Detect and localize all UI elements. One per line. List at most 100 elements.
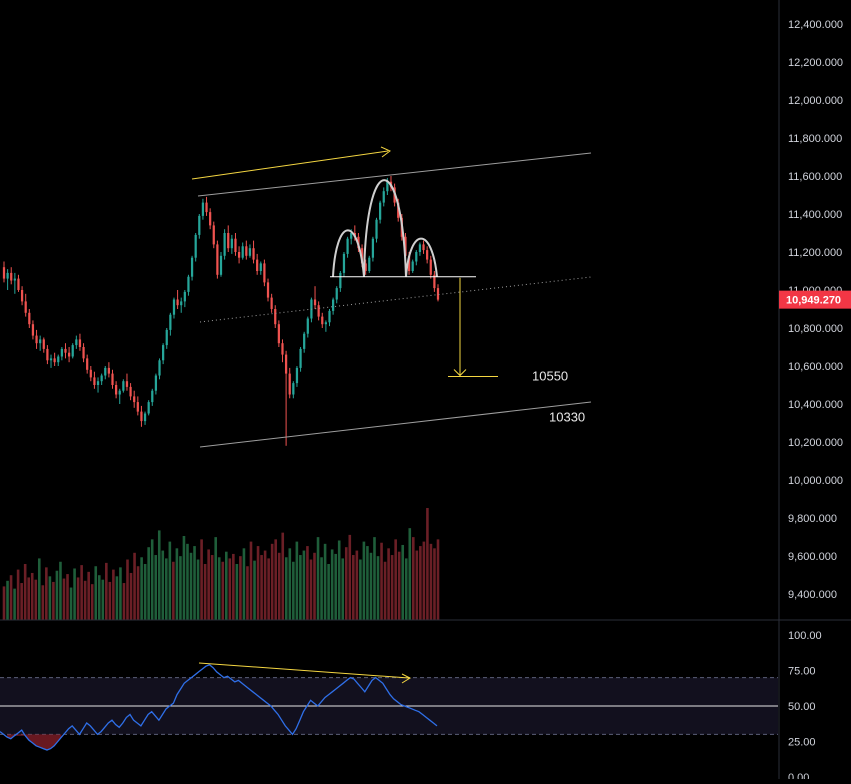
candle-body[interactable]: [10, 272, 13, 281]
candle-body[interactable]: [129, 386, 132, 397]
candle-body[interactable]: [274, 309, 277, 325]
candle-body[interactable]: [266, 282, 270, 298]
candle-body[interactable]: [60, 348, 63, 357]
candle-body[interactable]: [107, 367, 111, 374]
candle-body[interactable]: [256, 259, 259, 271]
candle-body[interactable]: [281, 343, 284, 355]
candle-body[interactable]: [198, 215, 201, 235]
candle-body[interactable]: [303, 333, 306, 349]
candle-body[interactable]: [86, 358, 89, 370]
candle-body[interactable]: [386, 181, 389, 192]
candle-body[interactable]: [125, 381, 129, 387]
candle-body[interactable]: [411, 261, 414, 272]
candle-body[interactable]: [397, 202, 400, 218]
oscillator-pane[interactable]: [0, 662, 778, 751]
candle-body[interactable]: [321, 316, 324, 325]
candle-body[interactable]: [237, 252, 241, 258]
candle-body[interactable]: [13, 278, 16, 281]
candle-body[interactable]: [165, 329, 168, 346]
candle-body[interactable]: [194, 234, 197, 258]
channel-mid-line[interactable]: [199, 276, 592, 323]
candle-body[interactable]: [42, 339, 45, 349]
candle-body[interactable]: [375, 219, 378, 239]
candle-body[interactable]: [24, 301, 27, 313]
candle-body[interactable]: [422, 244, 425, 251]
candle-body[interactable]: [263, 263, 266, 283]
drawing-layer[interactable]: 10550 10330: [191, 146, 592, 448]
candle-body[interactable]: [35, 335, 38, 344]
candle-body[interactable]: [415, 252, 418, 262]
candle-body[interactable]: [382, 191, 385, 203]
candle-body[interactable]: [234, 238, 237, 252]
candle-body[interactable]: [20, 290, 24, 302]
candle-body[interactable]: [299, 348, 302, 368]
candle-body[interactable]: [404, 236, 407, 256]
candle-body[interactable]: [158, 360, 161, 376]
candle-body[interactable]: [67, 352, 71, 357]
candle-body[interactable]: [364, 263, 367, 271]
candle-body[interactable]: [230, 238, 233, 249]
candle-body[interactable]: [122, 381, 125, 391]
price-axis[interactable]: 12,400.000 12,200.000 12,000.000 11,800.000…: [778, 0, 851, 779]
candle-body[interactable]: [2, 267, 6, 279]
candle-body[interactable]: [71, 345, 74, 357]
candle-body[interactable]: [118, 390, 121, 395]
candle-body[interactable]: [64, 348, 67, 353]
right-shoulder-arc[interactable]: [405, 237, 438, 277]
candle-body[interactable]: [328, 310, 331, 323]
candle-body[interactable]: [147, 402, 150, 414]
candle-body[interactable]: [284, 354, 288, 374]
candle-body[interactable]: [342, 253, 346, 273]
candle-body[interactable]: [223, 233, 226, 256]
candle-body[interactable]: [75, 339, 78, 346]
candle-body[interactable]: [114, 385, 118, 395]
channel-upper-line[interactable]: [197, 152, 592, 197]
candle-body[interactable]: [17, 278, 20, 290]
candle-body[interactable]: [433, 274, 436, 289]
candle-body[interactable]: [154, 375, 158, 391]
candle-body[interactable]: [162, 345, 165, 361]
candle-body[interactable]: [324, 322, 328, 325]
candle-body[interactable]: [335, 288, 338, 300]
candle-body[interactable]: [245, 246, 248, 256]
candle-body[interactable]: [371, 238, 375, 258]
candle-body[interactable]: [288, 373, 291, 395]
candle-body[interactable]: [78, 339, 82, 347]
candle-body[interactable]: [187, 276, 190, 292]
candle-body[interactable]: [436, 288, 440, 300]
candle-body[interactable]: [31, 324, 35, 336]
candle-body[interactable]: [180, 301, 183, 306]
candle-body[interactable]: [6, 272, 9, 279]
candle-body[interactable]: [346, 238, 349, 254]
candle-body[interactable]: [292, 383, 295, 395]
left-shoulder-arc[interactable]: [332, 229, 365, 277]
candle-body[interactable]: [136, 402, 139, 412]
candle-body[interactable]: [306, 318, 309, 334]
candle-body[interactable]: [216, 244, 219, 275]
candle-body[interactable]: [379, 202, 382, 220]
candle-body[interactable]: [57, 356, 60, 363]
candle-body[interactable]: [176, 299, 179, 306]
head-arc[interactable]: [363, 179, 407, 277]
candle-body[interactable]: [313, 299, 317, 306]
candle-body[interactable]: [82, 347, 85, 359]
candle-body[interactable]: [252, 248, 255, 260]
candle-body[interactable]: [100, 375, 103, 382]
candle-body[interactable]: [133, 396, 136, 403]
candle-body[interactable]: [407, 255, 411, 271]
candle-body[interactable]: [89, 369, 92, 378]
oscillator-axis[interactable]: 100.00 75.00 50.00 25.00 0.00: [788, 630, 822, 784]
candle-body[interactable]: [212, 225, 215, 245]
candle-body[interactable]: [39, 339, 42, 344]
channel-lower-line[interactable]: [199, 401, 592, 448]
candle-body[interactable]: [111, 373, 114, 385]
osc-line[interactable]: [0, 664, 438, 751]
candle-body[interactable]: [143, 413, 147, 422]
candle-body[interactable]: [172, 299, 176, 315]
candle-body[interactable]: [46, 348, 49, 361]
divergence-arrow-line[interactable]: [198, 662, 410, 679]
candle-body[interactable]: [190, 257, 194, 277]
candle-body[interactable]: [295, 367, 299, 384]
trend-arrow-line[interactable]: [191, 150, 389, 180]
